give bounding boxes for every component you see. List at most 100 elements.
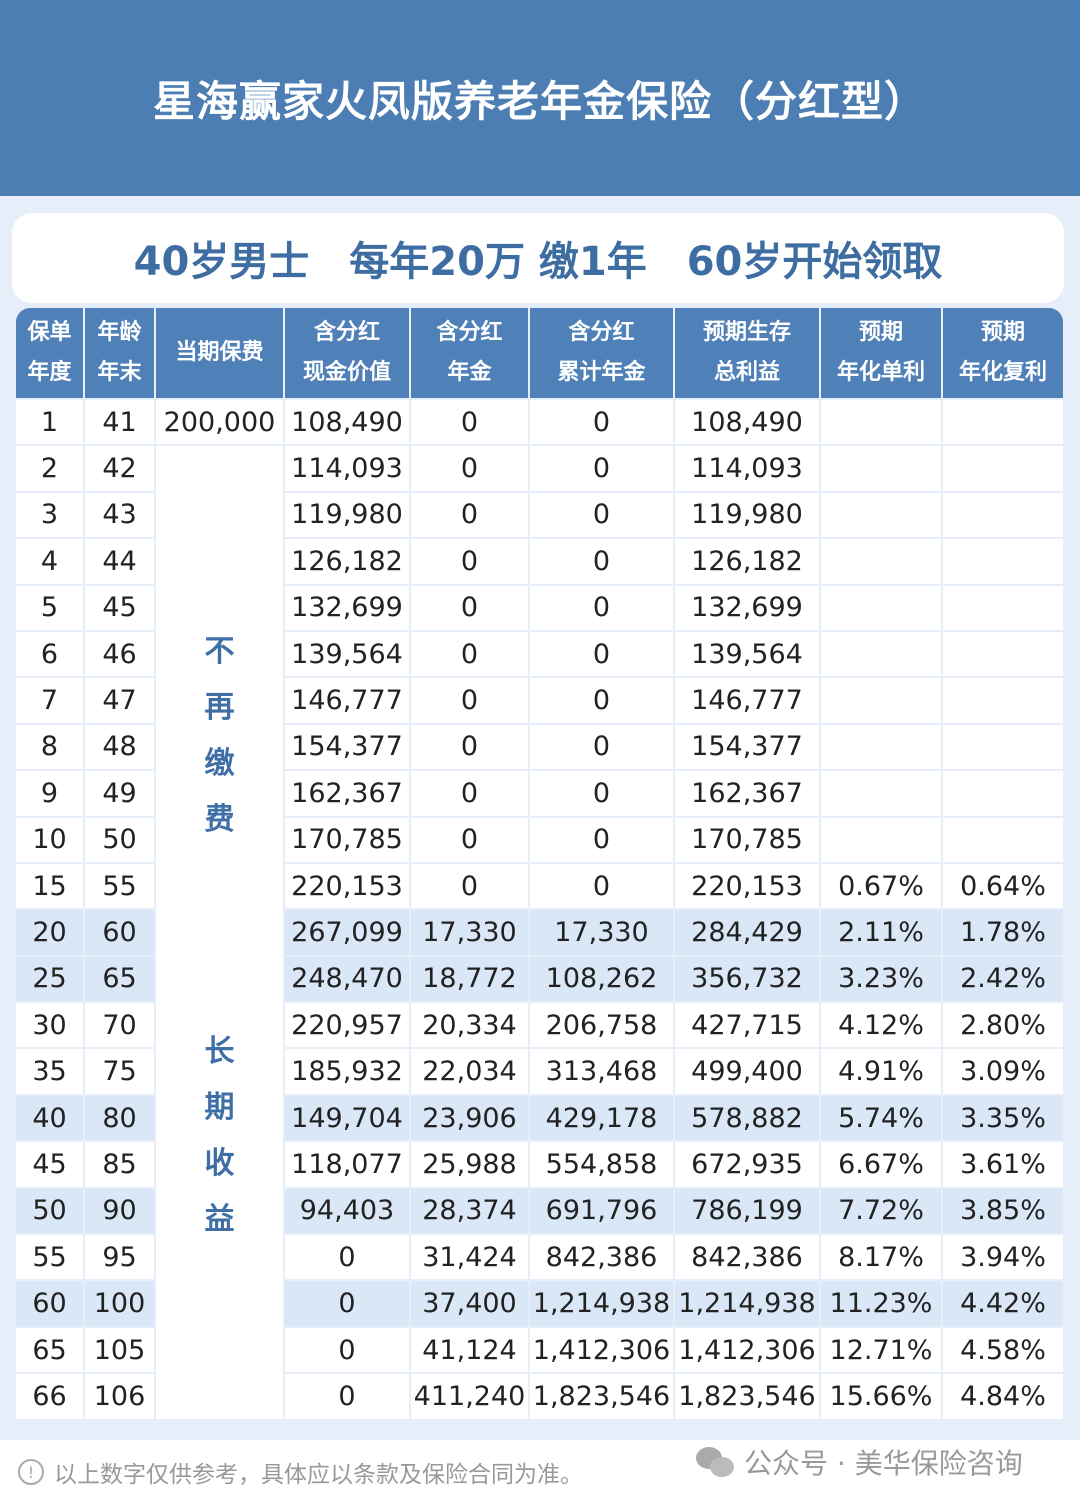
annuity-cell: 0 (411, 446, 528, 491)
compound-rate-cell (943, 446, 1063, 491)
annuity-cell: 0 (411, 817, 528, 862)
annuity-cell: 20,334 (411, 1003, 528, 1048)
compound-rate-cell (943, 771, 1063, 816)
annuity-cell: 18,772 (411, 956, 528, 1002)
column-header-line: 年化复利 (958, 360, 1047, 385)
cumulative-annuity-cell: 554,858 (530, 1142, 673, 1187)
cash-value-cell: 0 (285, 1327, 409, 1373)
total-benefit-cell: 499,400 (675, 1049, 819, 1094)
column-header-line: 年化单利 (836, 360, 925, 385)
cash-value-cell: 248,470 (285, 956, 409, 1002)
total-benefit-cell: 1,214,938 (675, 1281, 819, 1326)
annuity-cell: 0 (411, 678, 528, 723)
total-benefit-cell: 108,490 (675, 400, 819, 445)
simple-rate-cell (821, 678, 941, 723)
column-header-line: 预期 (858, 320, 903, 345)
cash-value-cell: 0 (285, 1374, 409, 1419)
age-cell: 42 (85, 446, 154, 491)
compound-rate-cell (943, 539, 1063, 584)
cumulative-annuity-cell: 429,178 (530, 1095, 673, 1141)
policy-year-cell: 25 (16, 956, 83, 1002)
simple-rate-cell: 3.23% (821, 956, 941, 1002)
age-cell: 105 (85, 1327, 154, 1373)
subtitle: 40岁男士 每年20万 缴1年 60岁开始领取 (12, 213, 1064, 303)
cash-value-cell: 220,957 (285, 1003, 409, 1048)
policy-year-cell: 50 (16, 1188, 83, 1234)
column-header-line: 现金价值 (302, 360, 391, 385)
simple-rate-cell: 5.74% (821, 1095, 941, 1141)
total-benefit-cell: 119,980 (675, 492, 819, 538)
column-header: 预期生存 总利益 (675, 308, 819, 398)
column-header-line: 年龄 (97, 320, 142, 345)
total-benefit-cell: 672,935 (675, 1142, 819, 1187)
table-row: 30 70 220,957 20,334 206,758 427,715 4.12% 2.80… (16, 1003, 1063, 1048)
policy-year-cell: 1 (16, 400, 83, 445)
cash-value-cell: 118,077 (285, 1142, 409, 1187)
subtitle-payment: 每年20万 缴1年 (349, 239, 647, 285)
age-cell: 65 (85, 956, 154, 1002)
total-benefit-cell: 132,699 (675, 585, 819, 630)
annuity-cell: 0 (411, 771, 528, 816)
table-row: 15 55 220,153 0 0 220,153 0.67% 0.64% (16, 863, 1063, 909)
table-row: 35 75 185,932 22,034 313,468 499,400 4.91% 3.09… (16, 1049, 1063, 1094)
table-row: 4 44 126,182 0 0 126,182 (16, 539, 1063, 584)
table-row: 60 100 0 37,400 1,214,938 1,214,938 11.23% 4.42… (16, 1281, 1063, 1326)
simple-rate-cell (821, 585, 941, 630)
table-row: 50 90 94,403 28,374 691,796 786,199 7.72% 3.85% (16, 1188, 1063, 1234)
column-header: 预期 年化单利 (821, 308, 941, 398)
cumulative-annuity-cell: 0 (530, 446, 673, 491)
compound-rate-cell (943, 400, 1063, 445)
premium-cell: 200,000 (156, 400, 283, 445)
cumulative-annuity-cell: 206,758 (530, 1003, 673, 1048)
cumulative-annuity-cell: 313,468 (530, 1049, 673, 1094)
simple-rate-cell: 7.72% (821, 1188, 941, 1234)
simple-rate-cell: 4.91% (821, 1049, 941, 1094)
table-row: 7 47 146,777 0 0 146,777 (16, 678, 1063, 723)
cumulative-annuity-cell: 0 (530, 492, 673, 538)
premium-merged-cell: 不再缴费 长期收益 (156, 446, 283, 1419)
age-cell: 50 (85, 817, 154, 862)
annuity-cell: 23,906 (411, 1095, 528, 1141)
column-header: 含分红 年金 (411, 308, 528, 398)
simple-rate-cell (821, 771, 941, 816)
age-cell: 47 (85, 678, 154, 723)
column-header-line: 预期 (980, 320, 1025, 345)
compound-rate-cell (943, 585, 1063, 630)
cash-value-cell: 132,699 (285, 585, 409, 630)
age-cell: 90 (85, 1188, 154, 1234)
policy-year-cell: 5 (16, 585, 83, 630)
total-benefit-cell: 170,785 (675, 817, 819, 862)
cumulative-annuity-cell: 0 (530, 724, 673, 770)
cash-value-cell: 126,182 (285, 539, 409, 584)
policy-year-cell: 4 (16, 539, 83, 584)
simple-rate-cell (821, 724, 941, 770)
policy-year-cell: 7 (16, 678, 83, 723)
total-benefit-cell: 114,093 (675, 446, 819, 491)
total-benefit-cell: 1,823,546 (675, 1374, 819, 1419)
table-row: 5 45 132,699 0 0 132,699 (16, 585, 1063, 630)
simple-rate-cell: 11.23% (821, 1281, 941, 1326)
compound-rate-cell: 2.80% (943, 1003, 1063, 1048)
compound-rate-cell: 4.84% (943, 1374, 1063, 1419)
policy-year-cell: 20 (16, 910, 83, 955)
cumulative-annuity-cell: 0 (530, 771, 673, 816)
table-row: 45 85 118,077 25,988 554,858 672,935 6.67% 3.61… (16, 1142, 1063, 1187)
cumulative-annuity-cell: 1,214,938 (530, 1281, 673, 1326)
column-header-line: 年度 (27, 360, 72, 385)
age-cell: 45 (85, 585, 154, 630)
column-header-line: 当期保费 (175, 340, 264, 365)
table-row: 10 50 170,785 0 0 170,785 (16, 817, 1063, 862)
column-header-line: 含分红 (436, 320, 503, 345)
policy-year-cell: 8 (16, 724, 83, 770)
simple-rate-cell (821, 492, 941, 538)
annuity-cell: 0 (411, 400, 528, 445)
age-cell: 46 (85, 631, 154, 677)
cash-value-cell: 146,777 (285, 678, 409, 723)
total-benefit-cell: 284,429 (675, 910, 819, 955)
cumulative-annuity-cell: 0 (530, 585, 673, 630)
subtitle-start: 60岁开始领取 (686, 239, 943, 285)
cash-value-cell: 139,564 (285, 631, 409, 677)
cash-value-cell: 0 (285, 1235, 409, 1280)
long-term-benefit-label: 长期收益 (204, 1034, 235, 1238)
annuity-cell: 17,330 (411, 910, 528, 955)
